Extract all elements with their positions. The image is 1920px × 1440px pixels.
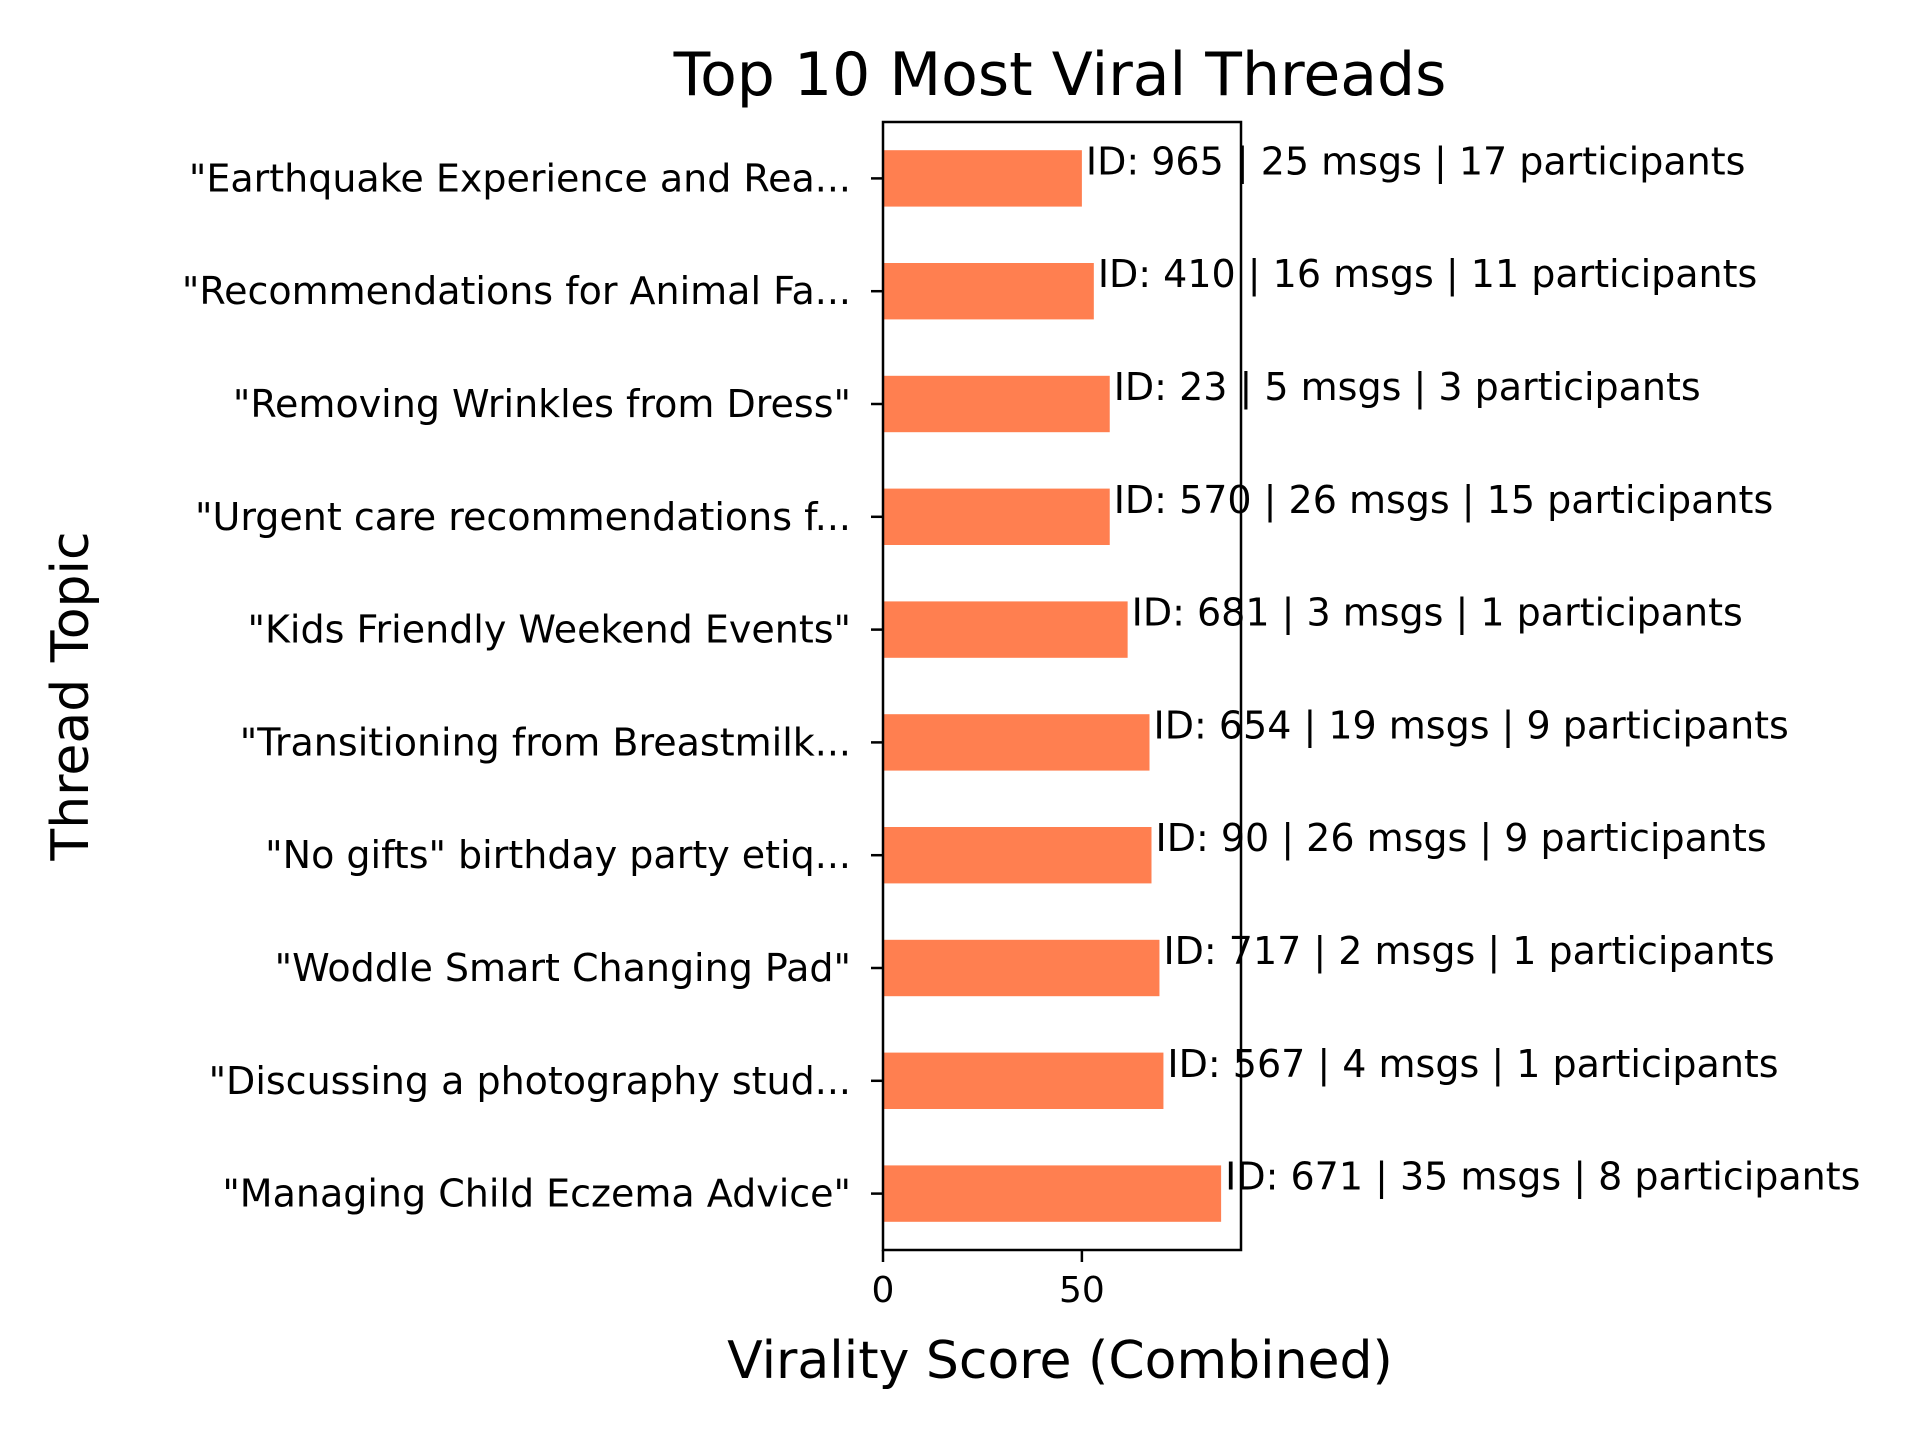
bar [883,601,1128,658]
chart-title: Top 10 Most Viral Threads [673,40,1447,110]
bar-data-label: ID: 567 | 4 msgs | 1 participants [1167,1042,1778,1087]
bars-layer [883,150,1222,1222]
y-tick-label: "Managing Child Eczema Advice" [222,1172,851,1216]
bar [883,939,1160,997]
y-tick-label: "Urgent care recommendations f... [195,495,851,539]
bar-data-label: ID: 654 | 19 msgs | 9 participants [1154,703,1789,748]
x-tick-label: 50 [1059,1270,1105,1311]
bar-data-label: ID: 570 | 26 msgs | 15 participants [1114,478,1774,523]
x-axis-title: Virality Score (Combined) [727,1331,1393,1391]
bar [883,263,1094,320]
y-axis-title: Thread Topic [41,531,101,861]
bar-data-label: ID: 90 | 26 msgs | 9 participants [1156,816,1767,861]
y-tick-label: "Discussing a photography stud... [209,1059,851,1103]
bar-data-label: ID: 410 | 16 msgs | 11 participants [1098,252,1758,297]
plot-frame [881,120,1243,1252]
y-tick-label: "Recommendations for Animal Fa... [182,269,851,313]
ticks-layer: "Earthquake Experience and Rea... "Recomm… [182,156,1105,1311]
bar-data-label: ID: 23 | 5 msgs | 3 participants [1114,365,1701,410]
y-tick-label: "No gifts" birthday party etiq... [265,833,851,877]
bar [883,827,1152,884]
bar-labels-layer: ID: 965 | 25 msgs | 17 participants ID: 4… [1086,139,1861,1199]
bar-data-label: ID: 681 | 3 msgs | 1 participants [1132,591,1743,636]
bar [883,1165,1222,1222]
y-tick-label: "Earthquake Experience and Rea... [189,156,851,200]
y-tick-label: "Woddle Smart Changing Pad" [275,946,851,990]
y-tick-label: "Transitioning from Breastmilk... [240,720,851,764]
bar-data-label: ID: 671 | 35 msgs | 8 participants [1225,1155,1860,1200]
bar [883,150,1082,207]
bar-data-label: ID: 965 | 25 msgs | 17 participants [1086,139,1746,184]
y-tick-label: "Kids Friendly Weekend Events" [248,608,852,652]
bar [883,375,1110,433]
bar [883,714,1150,771]
x-tick-label: 0 [872,1270,895,1311]
bar [883,488,1110,545]
bar-data-label: ID: 717 | 2 msgs | 1 participants [1163,929,1774,974]
bar [883,1052,1164,1109]
y-tick-label: "Removing Wrinkles from Dress" [233,382,851,426]
